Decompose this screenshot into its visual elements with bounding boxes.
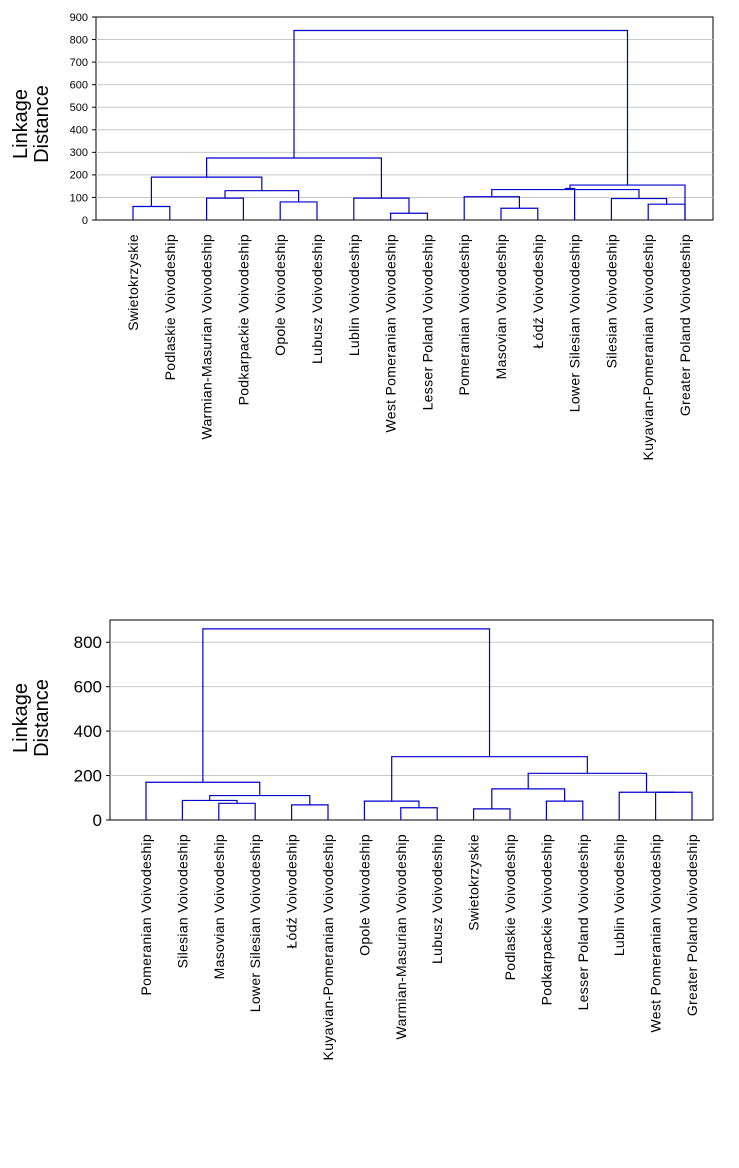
y-tick-label: 300 bbox=[70, 147, 88, 159]
y-axis-title-line-1: Linkage bbox=[10, 683, 32, 753]
leaf-label: West Pomeranian Voivodeship bbox=[648, 834, 664, 1033]
leaf-labels: Pomeranian Voivodeship Silesian Voivodesh… bbox=[138, 834, 700, 1060]
grid-lines bbox=[96, 39, 713, 198]
leaf-label: Opole Voivodeship bbox=[272, 234, 288, 356]
leaf-label: Lublin Voivodeship bbox=[346, 234, 362, 356]
leaf-label: Swietokrzyskie bbox=[125, 234, 141, 331]
y-tick-label: 800 bbox=[70, 34, 88, 46]
y-axis-title-line-2: Distance bbox=[31, 679, 53, 757]
leaf-label: Podkarpackie Voivodeship bbox=[538, 834, 554, 1005]
y-tick-label: 400 bbox=[70, 125, 88, 137]
leaf-label: Lower Silesian Voivodeship bbox=[247, 834, 263, 1012]
leaf-label: Podlaskie Voivodeship bbox=[162, 234, 178, 380]
dendrogram-link bbox=[491, 788, 566, 809]
leaf-label: Lubusz Voivodeship bbox=[309, 234, 325, 364]
y-axis: 0 200 400 600 800 bbox=[74, 633, 110, 830]
leaf-label: Pomeranian Voivodeship bbox=[138, 834, 154, 995]
leaf-label: West Pomeranian Voivodeship bbox=[383, 234, 399, 433]
dendrogram-link bbox=[202, 628, 491, 783]
leaf-label: Lower Silesian Voivodeship bbox=[567, 234, 583, 412]
y-tick-label: 900 bbox=[70, 12, 88, 24]
leaf-label: Łódź Voivodeship bbox=[284, 834, 300, 949]
leaf-label: Silesian Voivodeship bbox=[603, 234, 619, 368]
y-tick-label: 600 bbox=[70, 80, 88, 92]
y-tick-label: 500 bbox=[70, 102, 88, 114]
leaf-label: Lublin Voivodeship bbox=[611, 834, 627, 956]
leaf-label: Silesian Voivodeship bbox=[174, 834, 190, 968]
leaf-label: Warmian-Masurian Voivodeship bbox=[393, 834, 409, 1040]
y-tick-label: 700 bbox=[70, 57, 88, 69]
y-tick-label: 600 bbox=[74, 678, 102, 697]
leaf-label: Pomeranian Voivodeship bbox=[456, 234, 472, 395]
leaf-label: Lubusz Voivodeship bbox=[429, 834, 445, 964]
dendrogram-link bbox=[132, 205, 171, 220]
dendrogram-link bbox=[463, 196, 520, 220]
leaf-labels: Swietokrzyskie Podlaskie Voivodeship Warmi… bbox=[125, 234, 693, 460]
leaf-label: Kuyavian-Pomeranian Voivodeship bbox=[640, 234, 656, 460]
leaf-label: Warmian-Masurian Voivodeship bbox=[199, 234, 215, 440]
y-tick-label: 800 bbox=[74, 633, 102, 652]
leaf-label: Opole Voivodeship bbox=[356, 834, 372, 956]
dendrogram-link bbox=[224, 190, 300, 202]
dendrogram-link bbox=[400, 807, 438, 820]
leaf-label: Masovian Voivodeship bbox=[211, 834, 227, 979]
dendrogram-links bbox=[132, 29, 686, 220]
dendrogram-link bbox=[473, 808, 511, 820]
dendrogram-top: 0 100 200 300 400 500 600 700 800 900 Swietokrzys… bbox=[10, 12, 714, 460]
dendrogram-bottom: 0 200 400 600 800 Pomeranian Voivodeship Sile… bbox=[10, 619, 714, 1060]
dendrogram-link bbox=[569, 184, 686, 220]
dendrogram-link bbox=[391, 756, 588, 802]
plot-frame bbox=[109, 619, 714, 821]
grid-lines bbox=[110, 641, 713, 777]
leaf-label: Masovian Voivodeship bbox=[493, 234, 509, 379]
dendrogram-link bbox=[293, 29, 629, 186]
leaf-label: Podlaskie Voivodeship bbox=[502, 834, 518, 980]
dendrogram-link bbox=[291, 804, 329, 820]
leaf-label: Greater Poland Voivodeship bbox=[684, 834, 700, 1016]
y-tick-label: 200 bbox=[74, 767, 102, 786]
y-axis: 0 100 200 300 400 500 600 700 800 900 bbox=[70, 12, 96, 227]
dendrogram-links bbox=[145, 628, 693, 820]
y-axis-title-line-1: Linkage bbox=[10, 89, 32, 159]
leaf-label: Lesser Poland Voivodeship bbox=[575, 834, 591, 1010]
y-tick-label: 100 bbox=[70, 192, 88, 204]
leaf-label: Podkarpackie Voivodeship bbox=[235, 234, 251, 405]
plot-frame bbox=[95, 16, 714, 221]
y-axis-title-line-2: Distance bbox=[31, 85, 53, 163]
y-tick-label: 0 bbox=[93, 811, 102, 830]
y-tick-label: 0 bbox=[82, 215, 88, 227]
leaf-label: Łódź Voivodeship bbox=[530, 234, 546, 349]
dendrogram-link bbox=[279, 201, 318, 220]
leaf-label: Kuyavian-Pomeranian Voivodeship bbox=[320, 834, 336, 1060]
dendrogram-link bbox=[209, 794, 311, 805]
leaf-label: Swietokrzyskie bbox=[466, 834, 482, 931]
y-tick-label: 400 bbox=[74, 722, 102, 741]
dendrogram-link bbox=[618, 791, 674, 820]
y-tick-label: 200 bbox=[70, 170, 88, 182]
leaf-label: Greater Poland Voivodeship bbox=[677, 234, 693, 416]
leaf-label: Lesser Poland Voivodeship bbox=[419, 234, 435, 410]
